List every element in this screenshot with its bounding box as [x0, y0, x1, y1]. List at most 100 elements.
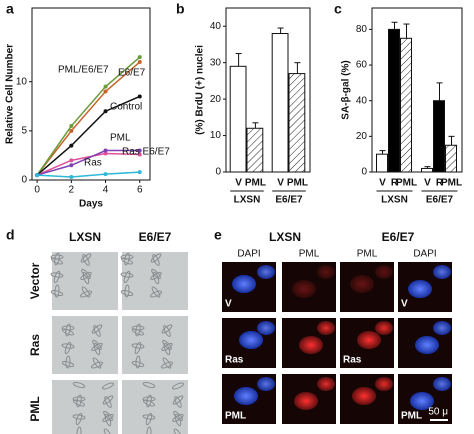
cell: [91, 324, 103, 334]
cell: [104, 396, 112, 408]
cell: [163, 325, 171, 337]
group-label: E6/E7: [275, 195, 303, 206]
cell: [161, 324, 173, 334]
cell: [72, 399, 86, 407]
cell: [120, 289, 134, 297]
nucleus: [317, 377, 335, 391]
bar-label: V: [235, 178, 242, 189]
y-tick-label: 20: [356, 131, 368, 142]
image-label: Ras: [225, 355, 244, 366]
cell: [53, 270, 61, 284]
image-label: Ras: [343, 355, 362, 366]
cell: [90, 361, 104, 369]
point: [69, 123, 74, 128]
cell: [82, 254, 90, 266]
nucleus: [375, 377, 393, 391]
cell: [174, 396, 182, 408]
cell: [174, 413, 182, 427]
bar-label: R: [436, 178, 444, 189]
panel-letter: c: [334, 1, 342, 17]
cell: [142, 414, 156, 420]
y-tick-label: 0: [361, 167, 367, 178]
y-tick-label: 5: [21, 125, 27, 136]
bar-label: PML: [287, 178, 308, 189]
cell: [145, 412, 153, 426]
y-tick-label: 60: [356, 60, 368, 71]
point: [103, 89, 108, 94]
nucleus: [408, 280, 432, 298]
x-axis-title: Days: [79, 199, 103, 210]
nucleus: [375, 265, 393, 279]
bar: [288, 73, 306, 173]
y-tick-label: 30: [210, 57, 222, 68]
point: [69, 175, 74, 180]
y-axis-title: Relative Cell Number: [5, 44, 16, 144]
series-label: Ras E6/E7: [122, 147, 170, 158]
subcolumn-header: DAPI: [237, 249, 260, 260]
bar: [376, 153, 388, 173]
nucleus: [415, 336, 439, 354]
subcolumn-header: PML: [299, 249, 320, 260]
panel-letter: a: [6, 1, 14, 17]
cell: [75, 412, 83, 426]
series-label: Control: [110, 102, 142, 113]
cell: [131, 360, 145, 368]
point: [137, 55, 142, 60]
cell: [173, 428, 183, 434]
panel-letter: b: [176, 1, 185, 17]
y-tick-label: 0: [215, 167, 221, 178]
y-tick-label: 10: [210, 130, 222, 141]
group-label: LXSN: [234, 195, 261, 206]
cell: [149, 290, 163, 298]
bar-label: R: [391, 178, 399, 189]
cell: [76, 426, 82, 434]
point: [103, 148, 108, 153]
y-tick-label: 40: [356, 95, 368, 106]
cell: [172, 395, 184, 405]
subcolumn-header: DAPI: [413, 249, 436, 260]
cell: [152, 254, 160, 266]
bar-label: PML: [245, 178, 266, 189]
nucleus: [257, 377, 275, 391]
nucleus: [433, 265, 451, 279]
cell: [64, 341, 72, 355]
cell: [50, 272, 64, 278]
bar: [271, 33, 289, 173]
x-tick-label: 0: [34, 185, 40, 196]
bar-label: V: [379, 178, 386, 189]
nucleus: [257, 265, 275, 279]
group-label: LXSN: [381, 195, 408, 206]
cell: [72, 381, 86, 389]
bar: [246, 127, 264, 173]
cell: [150, 271, 162, 281]
nucleus: [234, 387, 258, 405]
nucleus: [410, 392, 434, 410]
point: [103, 151, 108, 156]
bar-label: PML: [441, 178, 462, 189]
cell: [171, 382, 185, 390]
cell: [172, 413, 184, 423]
cell: [134, 341, 142, 355]
row-label: Vector: [28, 262, 42, 299]
subcolumn-header: PML: [357, 249, 378, 260]
cell: [102, 413, 114, 423]
y-axis-title: SA-β-gal (%): [341, 60, 352, 119]
nucleus: [317, 265, 335, 279]
series-label: E6/E7: [118, 68, 146, 79]
cell: [142, 399, 156, 407]
nucleus: [375, 321, 393, 335]
row-label: PML: [28, 396, 42, 421]
cell: [93, 325, 101, 337]
column-header: E6/E7: [382, 230, 415, 244]
series-line: [36, 61, 141, 176]
bar-label: V: [277, 178, 284, 189]
point: [137, 170, 142, 175]
cell: [80, 271, 92, 281]
point: [103, 172, 108, 177]
cell: [131, 328, 145, 336]
point: [69, 128, 74, 133]
x-tick-label: 2: [69, 185, 75, 196]
y-axis-title: (%) BrdU (+) nuclei: [195, 45, 206, 135]
cell: [93, 342, 101, 356]
